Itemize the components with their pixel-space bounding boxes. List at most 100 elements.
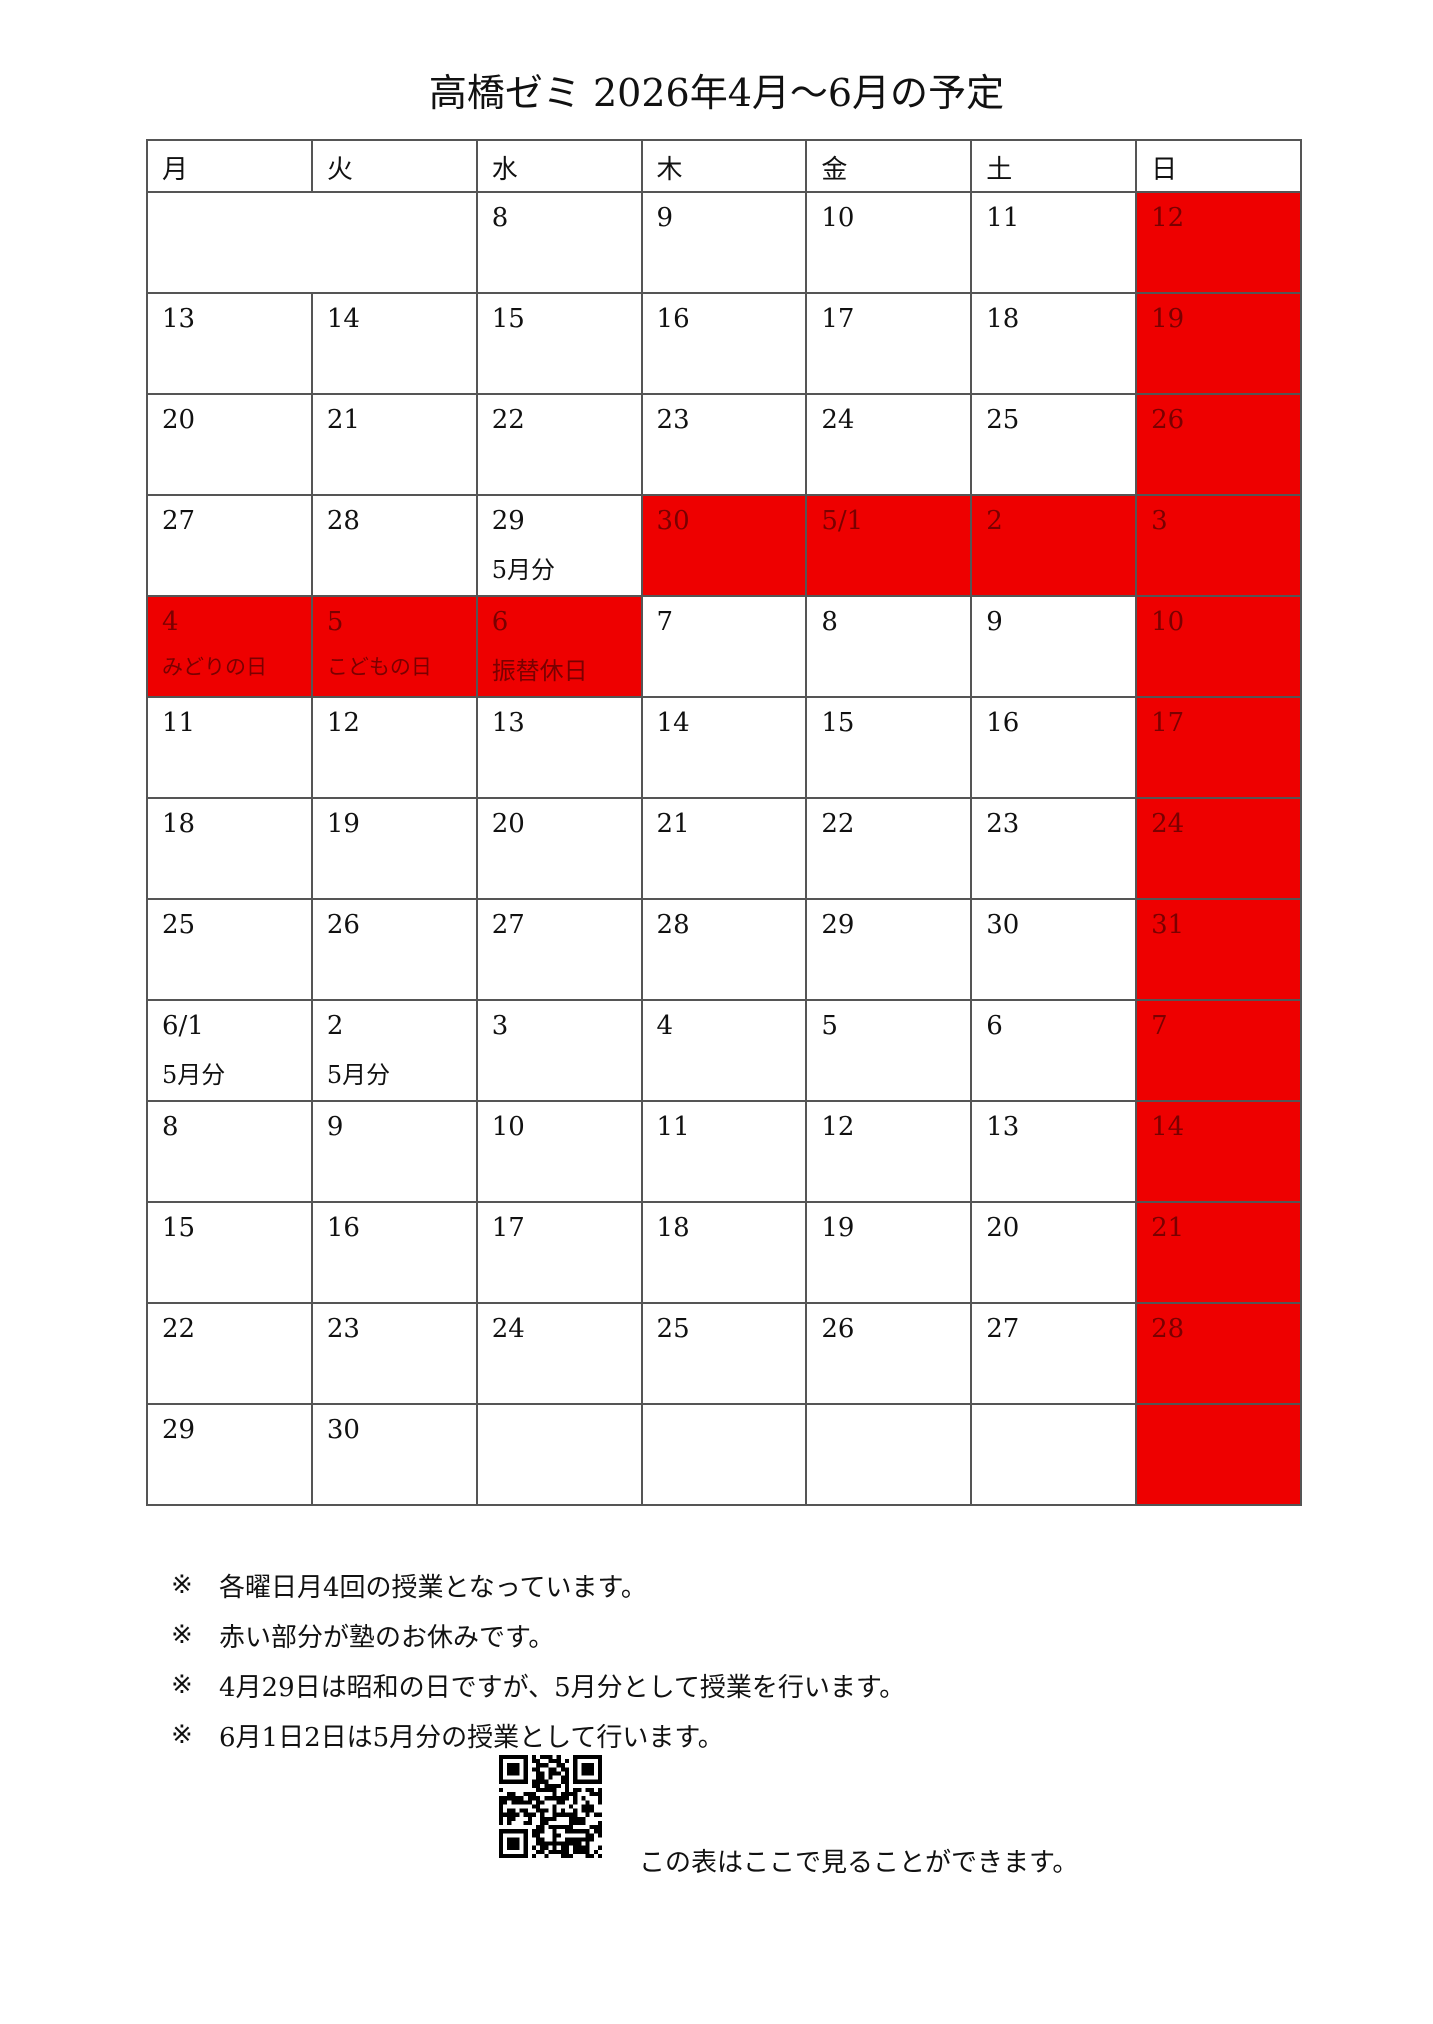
calendar-day: 16 [640,292,808,395]
calendar-day: 6 [970,999,1138,1102]
calendar-day: 24 [805,393,973,496]
day-number: 28 [1151,1314,1185,1344]
calendar-day: 9 [970,595,1138,698]
day-number: 29 [491,506,525,536]
day-number: 4 [656,1011,674,1041]
day-number: 7 [1151,1011,1168,1041]
calendar-day: 25 [970,393,1138,496]
day-number: 26 [326,910,360,940]
day-number: 23 [986,809,1020,839]
notes-list: ※ 各曜日月4回の授業となっています。 ※ 赤い部分が塾のお休みです。 ※ 4月29日は昭… [171,1560,905,1760]
calendar-day: 27 [475,898,643,1001]
day-number: 30 [656,506,690,536]
day-number: 9 [656,203,674,233]
calendar-day: 28 [310,494,478,597]
day-number: 16 [326,1213,360,1243]
day-number: 28 [326,506,360,536]
calendar-day-holiday: 3 [1135,494,1302,597]
reference-mark: ※ [171,1720,193,1750]
calendar-week-row: 20 21 22 23 24 25 26 [146,393,1302,496]
calendar-day: 29 5月分 [475,494,643,597]
day-number: 23 [656,405,690,435]
day-number: 15 [491,304,525,334]
calendar-day: 13 [146,292,313,395]
day-number: 5 [326,607,344,637]
day-number: 13 [986,1112,1020,1142]
calendar-week-row: 8 9 10 11 12 [146,191,1302,294]
day-number: 12 [326,708,360,738]
weekday-header: 土 [970,139,1138,193]
weekday-header: 火 [310,139,478,193]
calendar-day-holiday: 30 [640,494,808,597]
day-number: 4 [162,607,179,637]
day-note: 5月分 [326,1061,391,1089]
weekday-header-row: 月火水木金土日 [146,139,1302,193]
day-number: 11 [162,708,196,738]
calendar-day: 27 [970,1302,1138,1405]
calendar-day [475,1403,643,1506]
calendar-day: 29 [146,1403,313,1506]
day-number: 13 [491,708,525,738]
calendar-day-holiday: 31 [1135,898,1302,1001]
day-number: 12 [821,1112,855,1142]
day-number: 15 [162,1213,196,1243]
calendar-day: 13 [970,1100,1138,1203]
calendar-day: 11 [146,696,313,799]
calendar-week-row: 15 16 17 18 19 20 21 [146,1201,1302,1304]
calendar-day: 9 [640,191,808,294]
day-number: 7 [656,607,674,637]
calendar-day: 8 [146,1100,313,1203]
day-number: 15 [821,708,855,738]
calendar-day: 28 [640,898,808,1001]
calendar-day-holiday: 5/1 [805,494,973,597]
day-number: 18 [656,1213,690,1243]
day-note: みどりの日 [162,655,267,679]
calendar-day [970,1403,1138,1506]
day-number: 17 [1151,708,1185,738]
reference-mark: ※ [171,1620,193,1650]
calendar-day-holiday: 7 [1135,999,1302,1102]
note-item: ※ 4月29日は昭和の日ですが、5月分として授業を行います。 [171,1660,905,1710]
calendar-day-holiday [1135,1403,1302,1506]
calendar-day: 14 [640,696,808,799]
calendar-week-row: 25 26 27 28 29 30 31 [146,898,1302,1001]
calendar-day-holiday: 10 [1135,595,1302,698]
calendar-day: 22 [475,393,643,496]
weekday-header: 月 [146,139,313,193]
calendar-day: 22 [805,797,973,900]
day-number: 29 [821,910,855,940]
calendar-day: 19 [310,797,478,900]
day-number: 14 [656,708,690,738]
calendar-day [146,191,478,294]
day-note: 5月分 [491,556,555,584]
day-number: 28 [656,910,690,940]
calendar-table: 月火水木金土日 8 9 10 11 12 13 14 15 16 17 18 19 20 21 22 23 24… [146,139,1302,1506]
calendar-day: 16 [970,696,1138,799]
calendar-day: 13 [475,696,643,799]
day-number: 3 [491,1011,509,1041]
day-number: 27 [491,910,525,940]
calendar-day: 11 [640,1100,808,1203]
note-text: 6月1日2日は5月分の授業として行います。 [219,1722,724,1753]
calendar-day: 30 [310,1403,478,1506]
calendar-day: 24 [475,1302,643,1405]
day-number: 8 [162,1112,179,1142]
qr-code-icon[interactable] [495,1755,606,1858]
day-number: 16 [656,304,690,334]
calendar-day: 9 [310,1100,478,1203]
calendar-day: 26 [310,898,478,1001]
calendar-day: 19 [805,1201,973,1304]
calendar-day: 25 [640,1302,808,1405]
calendar-week-row: 22 23 24 25 26 27 28 [146,1302,1302,1405]
calendar-day: 2 5月分 [310,999,478,1102]
day-number: 14 [326,304,360,334]
calendar-day: 7 [640,595,808,698]
day-number: 26 [821,1314,855,1344]
weekday-header: 金 [805,139,973,193]
weekday-header: 日 [1135,139,1302,193]
note-item: ※ 6月1日2日は5月分の授業として行います。 [171,1710,905,1760]
calendar-day: 10 [475,1100,643,1203]
day-number: 22 [162,1314,196,1344]
day-number: 30 [326,1415,360,1445]
day-number: 17 [491,1213,525,1243]
